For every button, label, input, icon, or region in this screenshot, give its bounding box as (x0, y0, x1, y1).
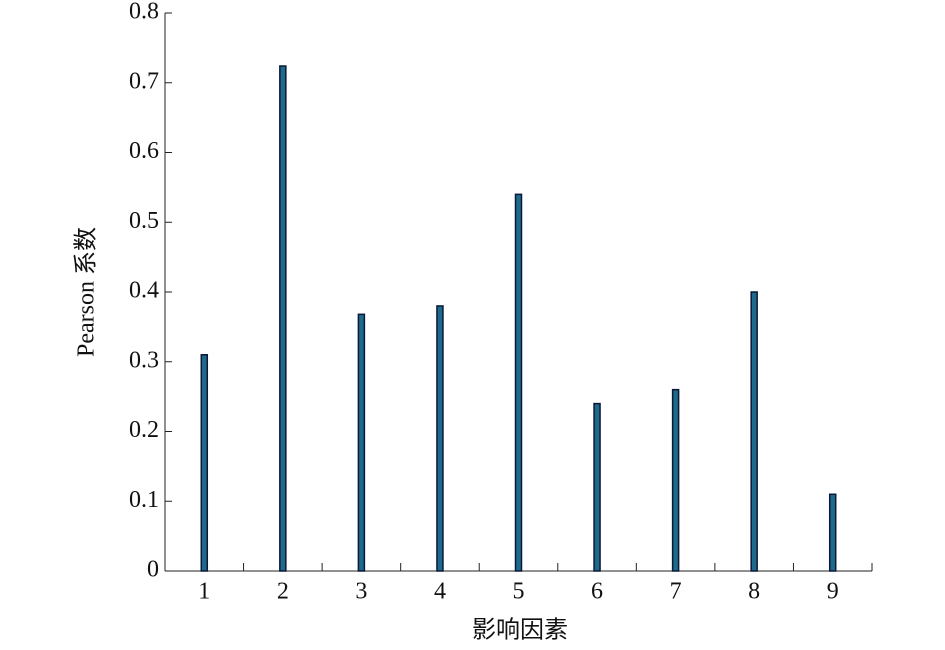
bar (750, 291, 758, 572)
bar (357, 313, 366, 572)
y-tick-label: 0.8 (129, 0, 159, 25)
y-tick-label: 0 (147, 557, 159, 583)
x-tick-label: 3 (355, 579, 367, 605)
y-tick-label: 0.4 (129, 278, 159, 304)
y-tick-label: 0.6 (129, 138, 159, 164)
x-tick-label: 2 (277, 579, 289, 605)
x-tick-label: 9 (827, 579, 839, 605)
y-axis-label: Pearson 系数 (73, 227, 100, 357)
bar (671, 388, 680, 572)
x-tick-label: 1 (198, 579, 210, 605)
y-tick-label: 0.3 (129, 347, 159, 373)
x-axis-label: 影响因素 (472, 617, 568, 644)
y-tick-label: 0.7 (129, 68, 159, 94)
x-tick-label: 6 (591, 579, 603, 605)
bar (279, 65, 287, 572)
x-tick-label: 4 (434, 579, 446, 605)
bar (828, 493, 837, 572)
bar (436, 305, 444, 572)
y-tick-label: 0.1 (129, 487, 159, 513)
x-tick-label: 5 (513, 579, 525, 605)
bar (514, 193, 523, 572)
x-tick-label: 7 (670, 579, 682, 605)
bar (593, 402, 601, 572)
x-tick-label: 8 (748, 579, 760, 605)
y-tick-label: 0.2 (129, 417, 159, 443)
y-tick-label: 0.5 (129, 208, 159, 234)
bar (200, 354, 209, 572)
